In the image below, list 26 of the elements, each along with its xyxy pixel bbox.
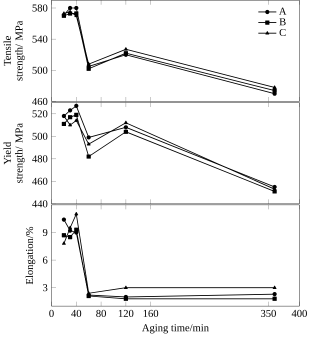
x-tick-label: 0 [49, 310, 54, 317]
y-tick-label: 3 [43, 284, 48, 292]
x-tick-label: 350 [261, 310, 276, 317]
x-tick-label: 400 [292, 310, 307, 317]
y-tick-label: 500 [32, 132, 48, 140]
y-tick-label: 460 [32, 98, 48, 106]
y-tick-label: 6 [43, 256, 48, 264]
x-tick-label: 40 [71, 310, 82, 317]
y-axis-title: Tensile strength/ MPa [4, 20, 25, 81]
y-tick-label: 460 [32, 178, 48, 185]
y-tick-label: 520 [32, 110, 48, 118]
y-tick-label: 480 [32, 155, 48, 162]
y-tick-label: 540 [32, 36, 48, 43]
legend-label: B [280, 18, 286, 26]
y-tick-label: 580 [32, 4, 48, 12]
x-tick-label: 120 [118, 310, 134, 317]
x-axis-title: Aging time/min [142, 324, 209, 334]
y-tick-label: 500 [32, 66, 48, 74]
y-axis-title: Elongation/% [26, 226, 36, 284]
y-tick-label: 9 [42, 228, 48, 236]
x-tick-label: 160 [144, 310, 158, 317]
x-tick-label: 80 [96, 310, 106, 317]
y-tick-label: 440 [32, 200, 48, 208]
y-axis-title: Yield strength/ MPa [4, 123, 25, 183]
legend-label: A [279, 8, 286, 15]
legend-label: C [280, 28, 286, 36]
